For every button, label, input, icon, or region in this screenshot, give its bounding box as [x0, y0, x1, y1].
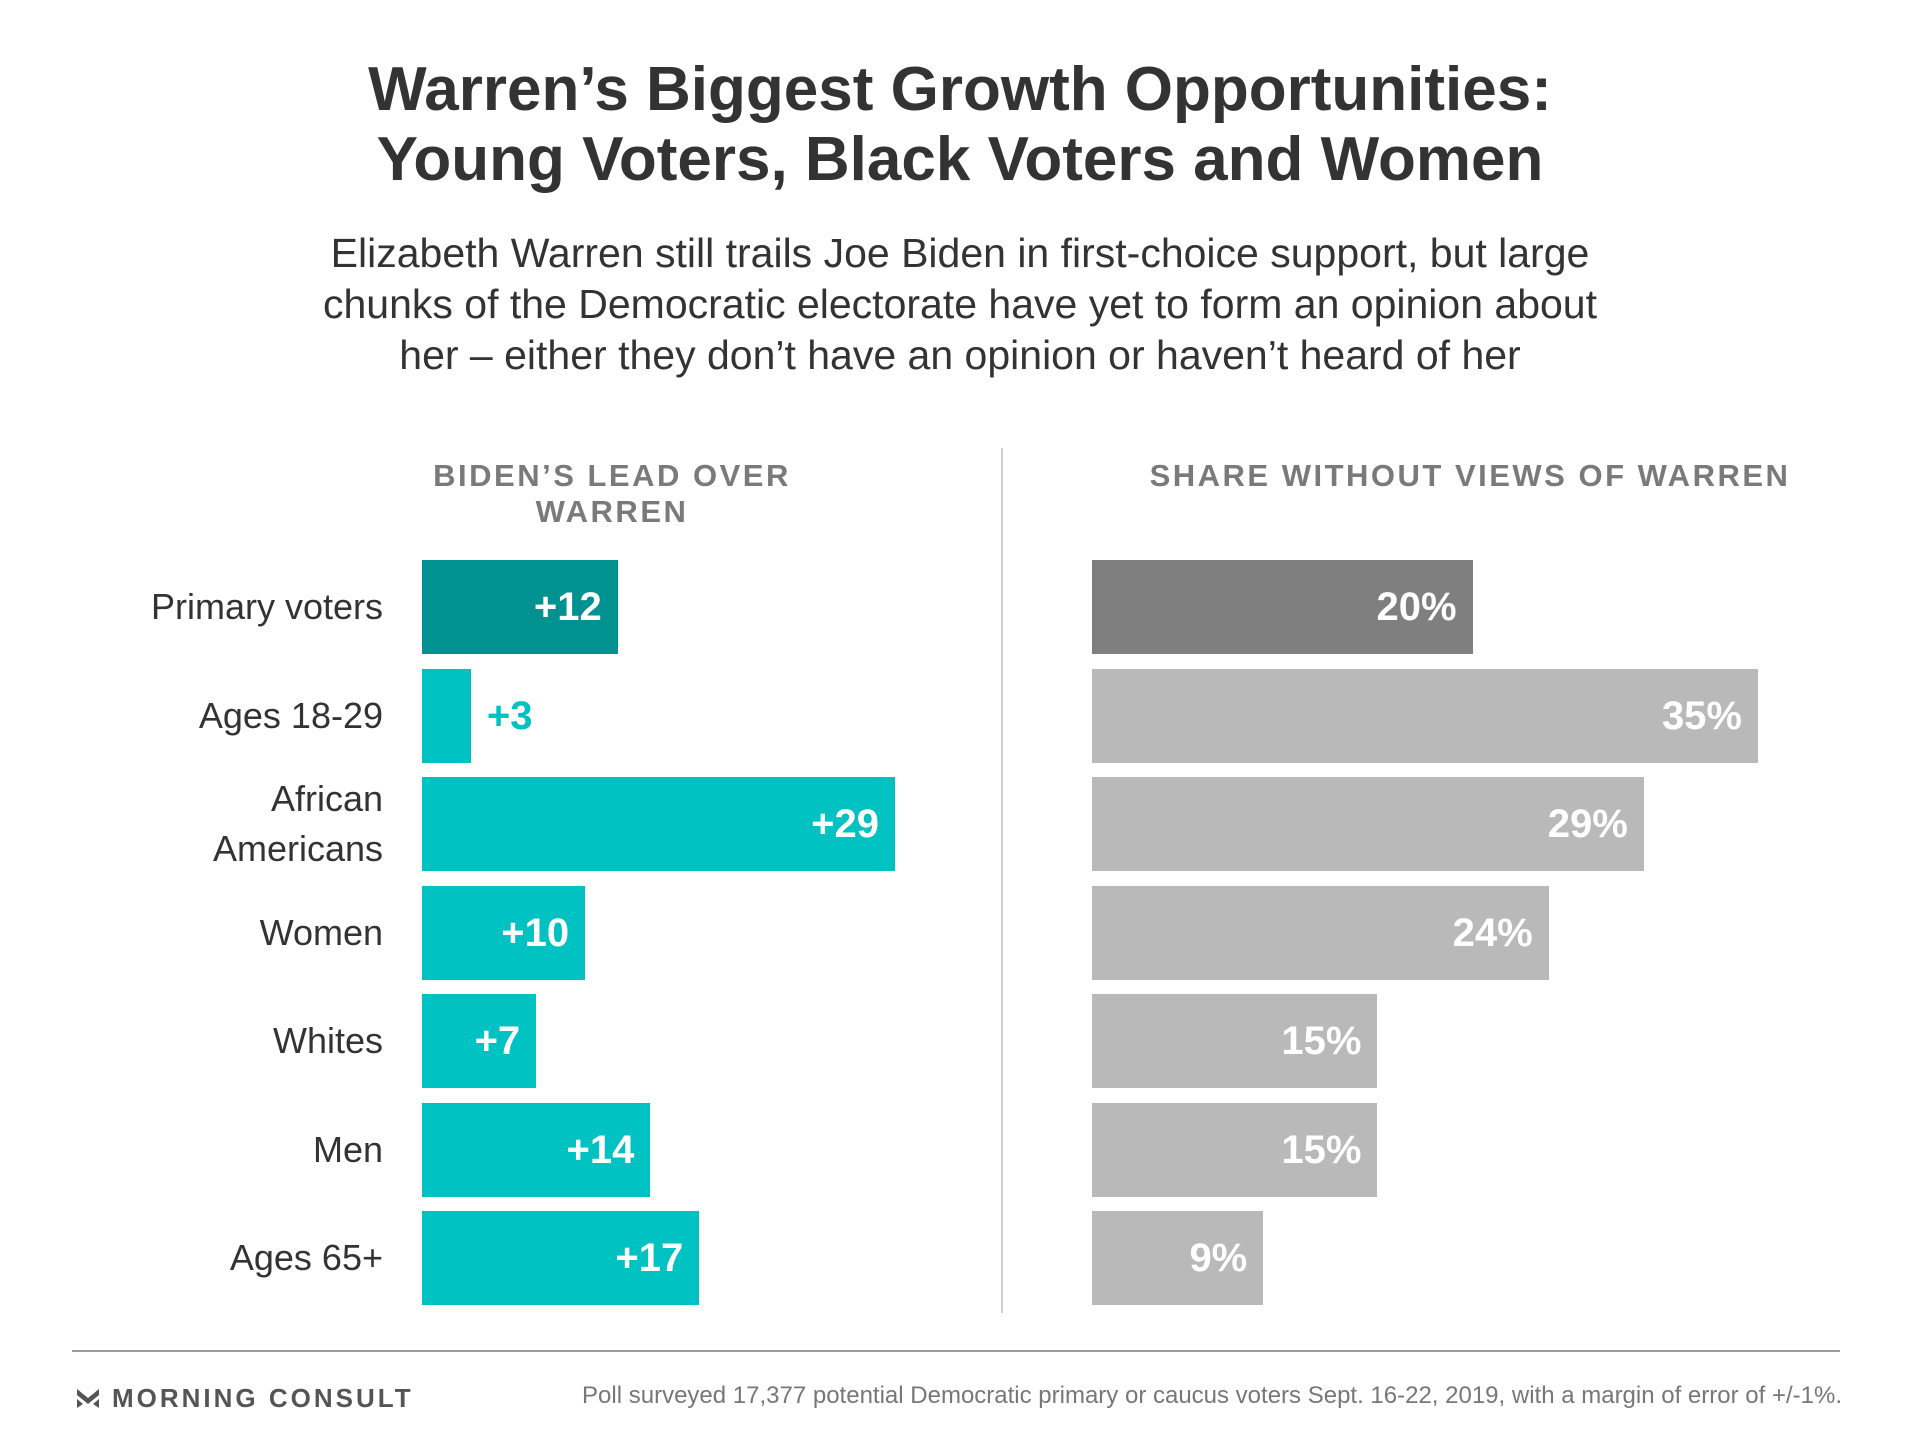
lead-bar: [422, 777, 895, 871]
no-opinion-bar: [1092, 885, 1549, 980]
lead-bar: [422, 668, 471, 763]
chart-title-line-1: Warren’s Biggest Growth Opportunities:: [368, 55, 1552, 124]
footer-divider: [72, 1350, 1840, 1352]
lead-value-label: +12: [533, 585, 602, 629]
chart-subtitle-line-1: Elizabeth Warren still trails Joe Biden …: [330, 230, 1590, 276]
no-opinion-value-label: 35%: [1661, 693, 1742, 738]
no-opinion-value-label: 29%: [1547, 802, 1628, 846]
no-opinion-value-label: 24%: [1452, 910, 1533, 955]
category-label: Whites: [60, 1016, 383, 1066]
chart-title-line-2: Young Voters, Black Voters and Women: [376, 125, 1544, 194]
lead-bar: [422, 994, 537, 1088]
brand-logo: MORNING CONSULT: [76, 1380, 414, 1416]
category-label-line: African: [270, 778, 383, 819]
lead-value-label: +7: [474, 1019, 521, 1063]
no-opinion-bar: [1092, 994, 1378, 1088]
chart-subtitle-line-3: her – either they don’t have an opinion …: [399, 332, 1521, 378]
no-opinion-bar: [1092, 1102, 1378, 1197]
no-opinion-bar: [1092, 777, 1644, 871]
panel-divider: [1001, 448, 1003, 1313]
lead-bar: [422, 1211, 700, 1305]
lead-value-label: +3: [486, 693, 533, 738]
category-label: Women: [60, 908, 383, 958]
category-label-line: Primary voters: [150, 586, 383, 627]
no-opinion-value-label: 20%: [1376, 585, 1457, 629]
lead-value-label: +10: [501, 910, 570, 955]
brand-name: MORNING CONSULT: [112, 1382, 414, 1413]
category-label: Ages 18-29: [60, 691, 383, 741]
morning-consult-logo-icon: [77, 1389, 99, 1408]
lead-bar: [422, 560, 618, 654]
chart-subtitle: Elizabeth Warren still trails Joe Biden …: [200, 228, 1720, 381]
category-label-line: Ages 18-29: [198, 694, 383, 736]
right-panel-heading: SHARE WITHOUT VIEWS OF WARREN: [1149, 458, 1791, 493]
category-label: African Americans: [60, 774, 383, 874]
lead-value-label: +14: [566, 1127, 635, 1172]
category-label-line: Women: [259, 911, 383, 953]
category-label-line: Americans: [212, 828, 383, 869]
category-label-line: Whites: [272, 1020, 383, 1061]
lead-value-label: +17: [615, 1236, 684, 1280]
category-label: Primary voters: [60, 582, 383, 632]
no-opinion-value-label: 15%: [1281, 1127, 1362, 1172]
chart-title: Warren’s Biggest Growth Opportunities: Y…: [0, 55, 1920, 195]
no-opinion-bar: [1092, 668, 1758, 763]
category-label-line: Ages 65+: [229, 1237, 383, 1278]
no-opinion-bar: [1092, 560, 1473, 654]
left-panel-heading: BIDEN’S LEAD OVER WARREN: [433, 458, 791, 529]
category-label-line: Men: [312, 1128, 383, 1170]
no-opinion-value-label: 15%: [1281, 1019, 1362, 1063]
lead-bar: [422, 1102, 651, 1197]
category-label: Men: [60, 1125, 383, 1175]
chart-subtitle-line-2: chunks of the Democratic electorate have…: [322, 281, 1597, 327]
category-label: Ages 65+: [60, 1233, 383, 1283]
source-note: Poll surveyed 17,377 potential Democrati…: [582, 1382, 1842, 1409]
no-opinion-value-label: 9%: [1189, 1236, 1248, 1280]
lead-bar: [422, 885, 586, 980]
lead-value-label: +29: [811, 802, 879, 846]
no-opinion-bar: [1092, 1211, 1264, 1305]
